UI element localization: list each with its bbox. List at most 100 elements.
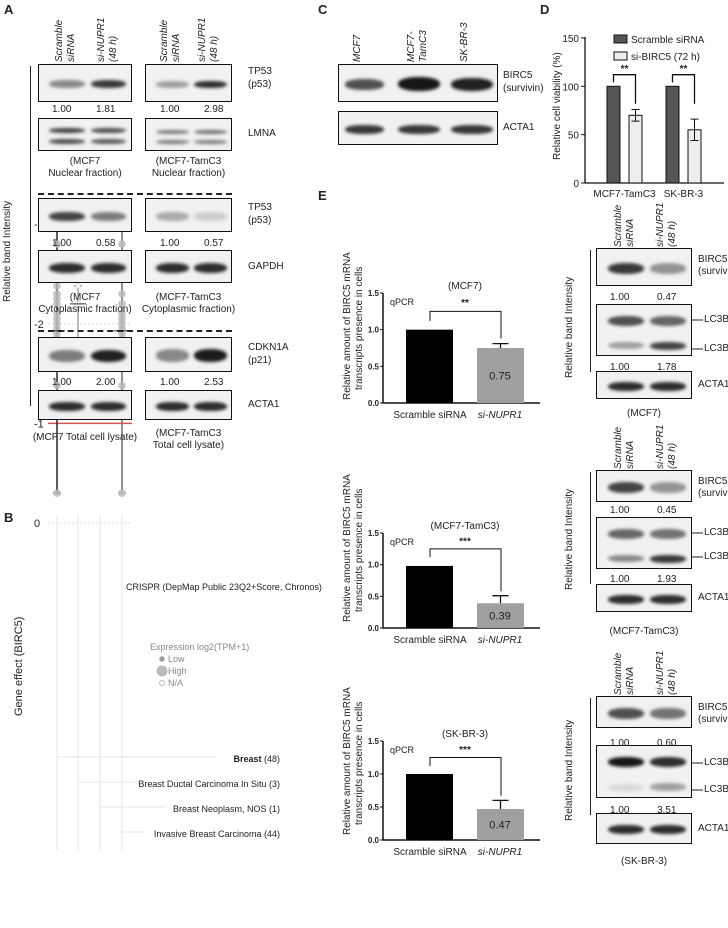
band — [193, 80, 227, 88]
band — [49, 80, 86, 88]
category-count: (44) — [264, 829, 280, 839]
blot-lc3b — [596, 745, 692, 798]
data-point — [118, 300, 126, 308]
band — [451, 124, 493, 134]
significance-stars: ** — [621, 64, 629, 75]
band — [193, 211, 227, 221]
band — [49, 211, 86, 221]
band — [49, 138, 86, 144]
value: 1.00 — [610, 574, 630, 585]
chart-title: (MCF7) — [448, 281, 482, 292]
protein-label-p53: (p53) — [248, 79, 272, 90]
blot-acta1 — [596, 813, 692, 844]
band — [345, 78, 384, 90]
blot-acta1-c — [338, 111, 498, 145]
y-tick-label: 0.0 — [368, 836, 380, 845]
band-intensity-axis-line — [590, 698, 591, 815]
protein-label-lc3b-ii: LC3B-II — [704, 343, 728, 354]
band — [649, 554, 687, 563]
protein-label-lc3b-i: LC3B-I — [704, 527, 728, 538]
y-tick-label: 0.0 — [368, 624, 380, 633]
value: 3.51 — [657, 805, 677, 816]
y-tick-label: 0.5 — [368, 362, 380, 371]
blot-lmna-tamc3 — [145, 118, 232, 151]
protein-label-gapdh: GAPDH — [248, 261, 284, 272]
y-tick-label: -2 — [34, 319, 44, 331]
x-tick-label: Scramble siRNA — [393, 410, 467, 421]
band — [607, 315, 645, 326]
y-axis-label: Gene effect (BIRC5) — [13, 617, 25, 716]
y-axis-label: Relative amount of BIRC5 mRNA — [342, 474, 353, 622]
data-point — [53, 381, 61, 390]
band — [90, 211, 127, 221]
data-point — [118, 240, 126, 248]
band-intensity-axis-line — [590, 250, 591, 372]
data-point — [53, 282, 61, 290]
value: 0.58 — [96, 238, 116, 249]
blot-acta1-mcf7 — [38, 390, 132, 420]
bar — [406, 329, 453, 403]
lane-header-si-nupr1: si-NUPR1 (48 h) — [655, 202, 678, 247]
bar — [477, 603, 524, 628]
error-bar — [690, 118, 699, 141]
crispr-annotation: CRISPR (DepMap Public 23Q2+Score, Chrono… — [126, 582, 322, 592]
protein-label-cdkn1a: CDKN1A — [248, 342, 289, 353]
panel-label-a: A — [4, 2, 14, 17]
caption: (MCF7 — [69, 156, 101, 167]
protein-label-acta1: ACTA1 — [698, 379, 728, 390]
band-intensity-axis-line — [30, 66, 31, 406]
value: 0.60 — [657, 738, 677, 749]
y-axis-label: Relative band Intensity — [564, 719, 575, 821]
caption: Nuclear fraction) — [48, 168, 122, 179]
band — [649, 756, 687, 767]
protein-label-p21: (p21) — [248, 355, 272, 366]
legend-marker — [156, 665, 168, 677]
y-tick-label: 1.5 — [368, 737, 380, 746]
blot-tp53-cyto-tamc3 — [145, 198, 232, 232]
y-axis-label: transcripts presence in cells — [354, 267, 365, 390]
protein-label-lc3b-ii: LC3B-II — [704, 551, 728, 562]
value: 1.00 — [610, 805, 630, 816]
x-tick-label: si-NUPR1 — [478, 635, 522, 646]
blot-tp53-nuclear-mcf7 — [38, 64, 132, 102]
caption: (MCF7 — [69, 292, 101, 303]
value: 1.93 — [657, 574, 677, 585]
protein-label-acta1: ACTA1 — [248, 399, 280, 410]
bar — [477, 348, 524, 403]
blot-gapdh-tamc3 — [145, 250, 232, 283]
value: 0.57 — [204, 238, 224, 249]
lane-header-scramble: Scramble siRNA — [613, 426, 636, 469]
band — [649, 707, 687, 719]
chart-title: (MCF7-TamC3) — [431, 521, 500, 532]
band — [49, 401, 86, 411]
band — [193, 401, 227, 411]
bar-value-label: 0.39 — [489, 611, 510, 623]
value: 1.00 — [160, 104, 180, 115]
method-label: qPCR — [390, 745, 415, 755]
bar — [477, 808, 524, 840]
legend-marker — [159, 680, 165, 686]
lane-header: MCF7 — [352, 34, 363, 62]
y-axis-label: Relative band Intensity — [564, 488, 575, 590]
value: 1.81 — [96, 104, 116, 115]
blot-gapdh-mcf7 — [38, 250, 132, 283]
legend-marker — [159, 656, 165, 662]
value: 1.00 — [52, 377, 72, 388]
lane-header-scramble: Scramble siRNA — [159, 19, 182, 62]
panel-label-e: E — [318, 188, 327, 203]
lane-header-scramble: Scramble siRNA — [613, 652, 636, 695]
x-tick-label: MCF7-TamC3 — [593, 189, 656, 200]
caption: (MCF7-TamC3 — [155, 428, 222, 439]
lane-header-si-nupr1: si-NUPR1 (48 h) — [655, 424, 678, 469]
value: 2.53 — [204, 377, 224, 388]
protein-label-survivin: (survivin) — [698, 488, 728, 499]
protein-label-survivin: (survivin) — [503, 83, 544, 94]
band — [607, 707, 645, 719]
blot-cdkn1a-tamc3 — [145, 337, 232, 372]
protein-label-lc3b-i: LC3B-I — [704, 314, 728, 325]
band — [90, 401, 127, 411]
protein-label-tp53: TP53 — [248, 202, 272, 213]
data-point — [53, 489, 61, 497]
bar-value-label: 0.47 — [489, 819, 510, 831]
protein-label-acta1: ACTA1 — [698, 592, 728, 603]
